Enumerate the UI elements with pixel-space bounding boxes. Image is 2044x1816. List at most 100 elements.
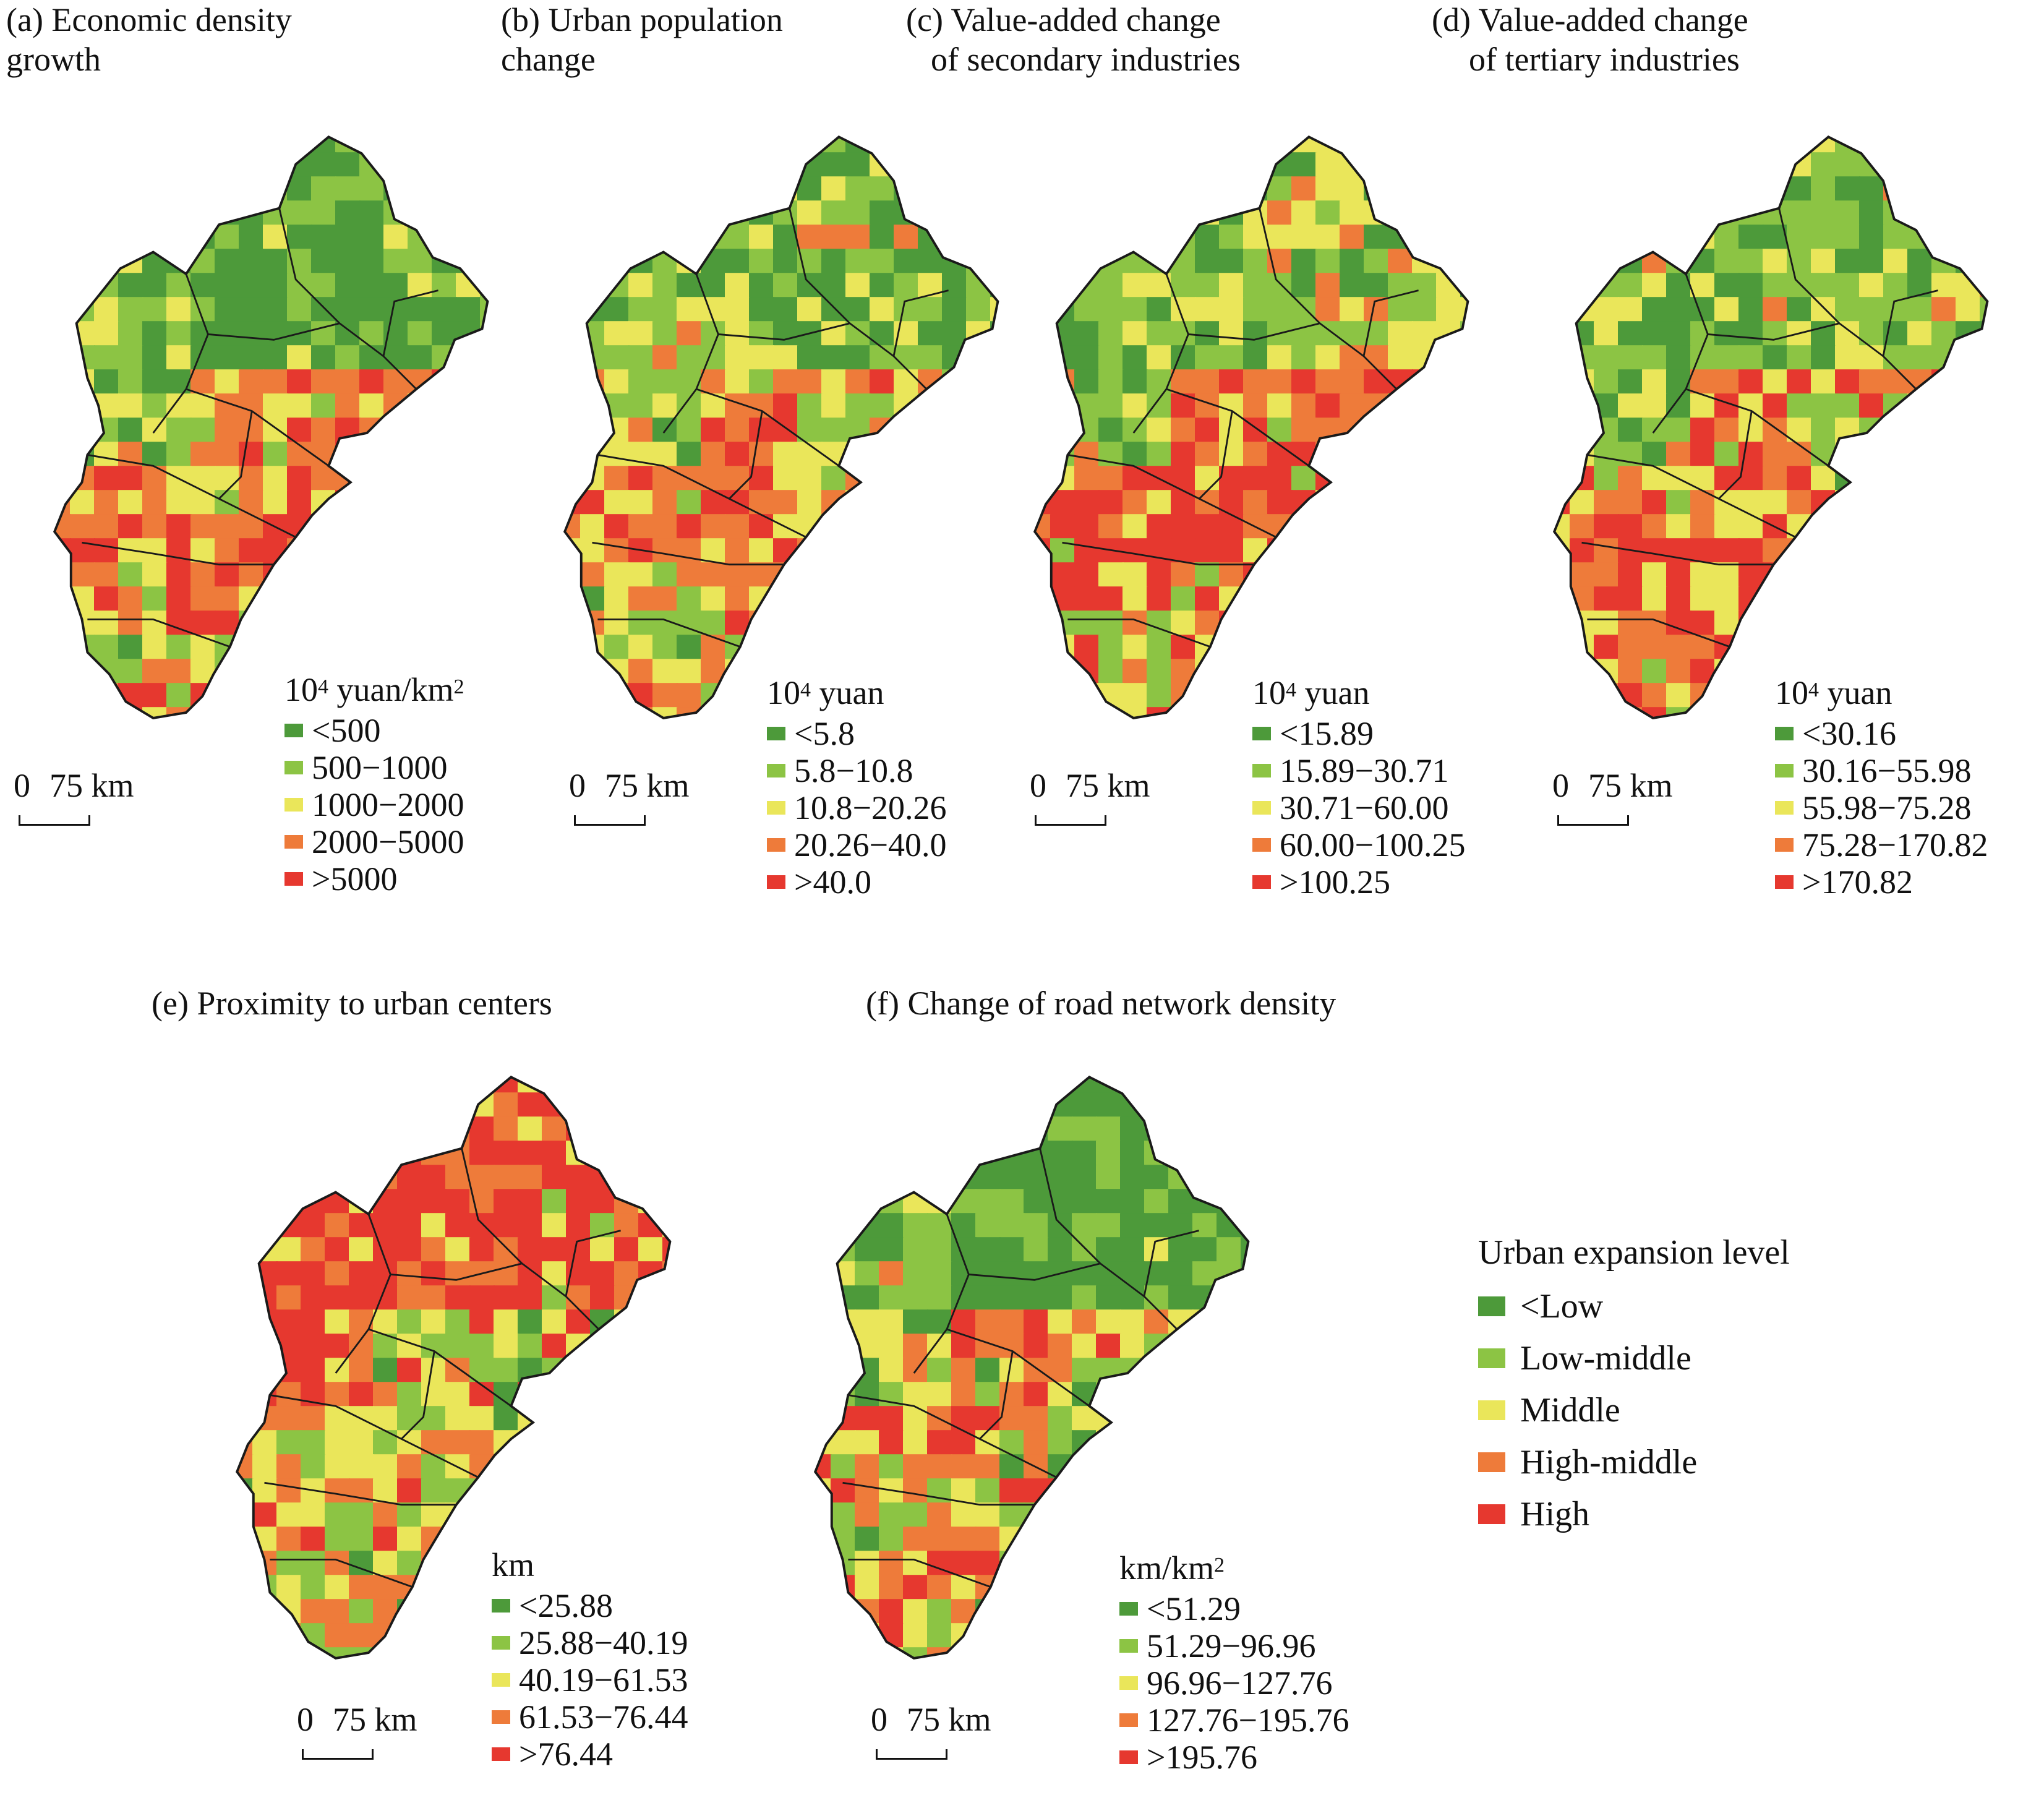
- map-cell: [166, 731, 192, 756]
- map-cell: [1195, 321, 1220, 346]
- map-cell: [580, 104, 605, 129]
- map-cell: [1241, 1334, 1249, 1359]
- map-cell: [1570, 137, 1595, 153]
- map-cell: [855, 1237, 880, 1262]
- map-cell: [797, 152, 823, 178]
- map-cell: [1787, 393, 1812, 419]
- map-cell: [1980, 538, 1988, 563]
- map-cell: [237, 1165, 254, 1190]
- map-cell: [397, 1454, 422, 1480]
- map-cell: [1835, 490, 1860, 515]
- map-cell: [1859, 418, 1884, 443]
- map-cell: [94, 514, 119, 539]
- map-cell: [580, 321, 605, 346]
- map-cell: [677, 731, 702, 756]
- map-cell: [421, 1189, 447, 1214]
- map-cell: [821, 393, 847, 419]
- map-cell: [975, 1623, 1001, 1648]
- map-cell: [22, 586, 47, 612]
- map-cell: [1714, 104, 1740, 129]
- map-cell: [662, 1430, 670, 1455]
- map-cell: [821, 200, 847, 226]
- map-cell: [263, 152, 288, 178]
- map-cell: [215, 755, 240, 781]
- map-cell: [94, 610, 119, 636]
- class-legend-f: km/km2 <51.29 51.29−96.96 96.96−127.76 1…: [1119, 1549, 1349, 1776]
- map-cell: [311, 345, 336, 370]
- map-cell: [276, 1044, 302, 1069]
- map-cell: [870, 225, 895, 250]
- city-boundary: [892, 289, 949, 357]
- map-cell: [276, 1406, 302, 1431]
- map-cell: [855, 1358, 880, 1383]
- map-cell: [628, 104, 654, 129]
- map-cell: [1267, 345, 1293, 370]
- map-cell: [1388, 321, 1413, 346]
- legend-item: <15.89: [1252, 715, 1465, 752]
- map-cell: [1291, 466, 1317, 491]
- map-cell: [142, 297, 168, 322]
- map-cell: [373, 1044, 398, 1069]
- map-cell: [1340, 297, 1365, 322]
- map-cell: [166, 635, 192, 660]
- map-cell: [421, 1454, 447, 1480]
- map-cell: [999, 1116, 1025, 1142]
- map-cell: [1738, 562, 1764, 588]
- map-cell: [301, 1116, 326, 1142]
- map-cell: [903, 1237, 928, 1262]
- map-cell: [1219, 297, 1244, 322]
- map-cell: [1024, 1382, 1049, 1407]
- map-cell: [999, 1261, 1025, 1287]
- region-outline: [563, 135, 999, 719]
- map-cell: [821, 225, 847, 250]
- map-cell: [359, 393, 385, 419]
- map-cell: [383, 152, 409, 178]
- map-cell: [1907, 562, 1933, 588]
- map-cell: [966, 176, 991, 202]
- legend-swatch: [492, 1710, 510, 1724]
- map-cell: [215, 321, 240, 346]
- map-cell: [966, 418, 991, 443]
- panel-title-line2: change: [501, 41, 596, 78]
- map-cell: [94, 683, 119, 708]
- map-cell: [821, 610, 847, 636]
- map-cell: [1594, 610, 1619, 636]
- map-cell: [870, 345, 895, 370]
- map-cell: [359, 466, 385, 491]
- map-cell: [469, 1213, 495, 1238]
- map-cell: [432, 200, 457, 226]
- map-cell: [1122, 659, 1148, 684]
- map-cell: [1192, 1334, 1218, 1359]
- map-cell: [480, 249, 488, 274]
- map-cell: [237, 1358, 254, 1383]
- map-cell: [590, 1334, 615, 1359]
- map-cell: [806, 1044, 832, 1069]
- map-cell: [383, 225, 409, 250]
- map-cell: [1618, 104, 1643, 129]
- map-cell: [1072, 1406, 1097, 1431]
- map-cell: [1666, 659, 1691, 684]
- map-cell: [1035, 297, 1051, 322]
- map-cell: [54, 586, 71, 612]
- map-cell: [1074, 418, 1100, 443]
- map-cell: [1098, 104, 1124, 129]
- map-cell: [252, 1044, 278, 1069]
- map-cell: [966, 225, 991, 250]
- map-cell: [1072, 1695, 1097, 1721]
- scale-distance: 75 km: [49, 767, 134, 804]
- map-cell: [1763, 152, 1788, 178]
- map-cell: [1436, 538, 1461, 563]
- map-cell: [166, 345, 192, 370]
- scale-zero: 0: [1030, 767, 1046, 804]
- map-cell: [1811, 273, 1836, 298]
- map-cell: [190, 297, 216, 322]
- map-cell: [215, 514, 240, 539]
- map-cell: [408, 393, 433, 419]
- map-cell: [1147, 562, 1172, 588]
- map-cell: [999, 1237, 1025, 1262]
- map-cell: [1192, 1237, 1218, 1262]
- map-cell: [1811, 249, 1836, 274]
- map-cell: [652, 586, 678, 612]
- map-cell: [1388, 345, 1413, 370]
- map-cell: [1002, 490, 1027, 515]
